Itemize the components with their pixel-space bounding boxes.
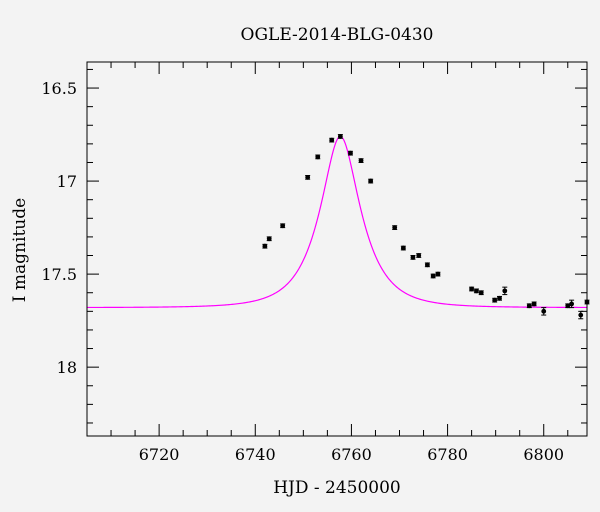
data-point (492, 297, 498, 303)
tick-labels: 6720 6740 6760 6780 6800 16.5 17 17.5 18 (41, 79, 564, 464)
data-point (526, 303, 532, 309)
data-point (502, 288, 508, 294)
data-point (474, 288, 479, 294)
data-point (565, 303, 571, 309)
data-point (368, 178, 374, 184)
data-point (569, 301, 575, 307)
y-tick-label: 16.5 (41, 79, 77, 98)
y-tick-label: 17 (57, 172, 77, 191)
model-curve (87, 135, 587, 309)
chart-title: OGLE-2014-BLG-0430 (241, 25, 434, 45)
x-tick-label: 6740 (235, 445, 276, 464)
data-point (430, 273, 436, 279)
data-point (337, 134, 343, 139)
data-point (478, 290, 484, 296)
data-point (266, 236, 272, 242)
y-axis-label: I magnitude (10, 198, 30, 302)
y-tick-label: 18 (57, 358, 77, 377)
y-tick-label: 17.5 (41, 265, 77, 284)
data-point (329, 137, 335, 143)
axis-ticks (86, 62, 587, 436)
data-point (358, 158, 364, 164)
data-point (262, 243, 268, 249)
data-point (416, 253, 422, 258)
data-point (392, 225, 398, 231)
data-point (469, 286, 475, 292)
data-point (531, 301, 537, 307)
data-point (280, 223, 286, 229)
data-point (348, 150, 353, 156)
data-point (424, 262, 430, 268)
x-tick-label: 6800 (523, 445, 564, 464)
data-point (315, 154, 321, 160)
x-axis-label: HJD - 2450000 (273, 478, 401, 498)
plot-frame (86, 61, 588, 437)
data-point (305, 174, 311, 180)
x-tick-label: 6720 (139, 445, 180, 464)
x-tick-label: 6780 (427, 445, 468, 464)
data-point (541, 308, 547, 314)
data-point (497, 295, 502, 301)
data-point (578, 312, 584, 318)
data-point (400, 245, 406, 251)
data-point (410, 254, 416, 260)
plot-area (87, 134, 590, 320)
x-tick-label: 6760 (331, 445, 372, 464)
data-point (435, 271, 441, 277)
